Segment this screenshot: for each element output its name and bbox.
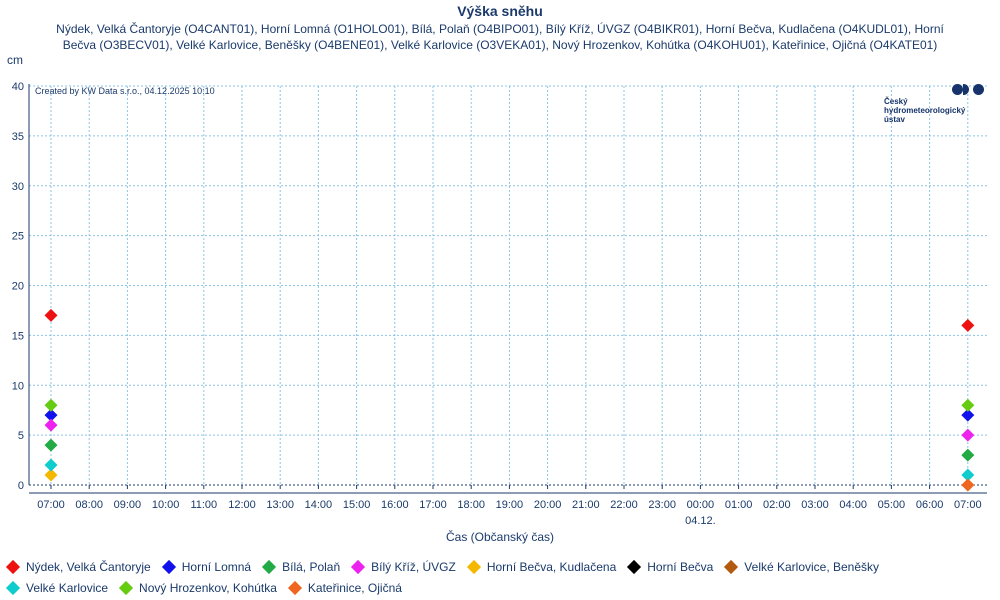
chart-title: Výška sněhu bbox=[457, 3, 543, 19]
created-by-text: Created by KW Data s.r.o., 04.12.2025 10… bbox=[35, 86, 215, 96]
data-point bbox=[44, 468, 58, 482]
y-tick-label: 25 bbox=[12, 231, 24, 243]
legend-marker-icon bbox=[466, 559, 481, 574]
legend-marker-icon bbox=[627, 559, 642, 574]
data-point bbox=[961, 468, 975, 482]
y-tick-label: 0 bbox=[18, 480, 24, 492]
legend-label: Nýdek, Velká Čantoryje bbox=[26, 559, 151, 574]
x-tick-label: 00:00 bbox=[687, 499, 715, 511]
x-tick-label: 04:00 bbox=[839, 499, 867, 511]
y-tick-label: 30 bbox=[12, 181, 24, 193]
grid bbox=[29, 85, 987, 485]
x-tick-label: 18:00 bbox=[457, 499, 485, 511]
x-tick-label: 02:00 bbox=[763, 499, 791, 511]
x-tick-labels: 07:00 08:00 09:00 10:00 11:00 12:00 13:00 14:00… bbox=[37, 499, 981, 527]
x-tick-label: 23:00 bbox=[648, 499, 676, 511]
x-tick-label: 07:00 bbox=[37, 499, 65, 511]
legend-item[interactable]: Velké Karlovice, Beněšky bbox=[724, 556, 879, 577]
data-points bbox=[44, 308, 975, 492]
y-tick-labels: 0 5 10 15 20 25 30 35 40 bbox=[12, 81, 24, 492]
legend-label: Velké Karlovice bbox=[26, 580, 109, 595]
legend-marker-icon bbox=[5, 559, 21, 574]
y-tick-label: 10 bbox=[12, 380, 24, 392]
legend-item[interactable]: Nový Hrozenkov, Kohútka bbox=[118, 577, 277, 598]
legend-item[interactable]: Bílá, Polaň bbox=[262, 556, 340, 577]
x-tick-label: 19:00 bbox=[496, 499, 524, 511]
legend-label: Bílý Kříž, ÚVGZ bbox=[371, 559, 456, 574]
x-tick-label: 10:00 bbox=[152, 499, 180, 511]
legend-item[interactable]: Horní Lomná bbox=[161, 556, 252, 577]
x-tick-label: 12:00 bbox=[228, 499, 256, 511]
chmi-logo: Český hydrometeorologický ústav bbox=[884, 84, 994, 124]
y-tick-label: 20 bbox=[12, 281, 24, 293]
legend-item[interactable]: Horní Bečva bbox=[627, 556, 713, 577]
legend-item[interactable]: Bílý Kříž, ÚVGZ bbox=[351, 556, 456, 577]
x-tick-label: 06:00 bbox=[916, 499, 944, 511]
data-point bbox=[961, 428, 975, 442]
x-tick-label: 11:00 bbox=[190, 499, 217, 511]
y-axis-label: cm bbox=[7, 53, 23, 67]
legend-marker-icon bbox=[724, 559, 739, 574]
legend-marker-icon bbox=[161, 559, 176, 574]
data-point bbox=[961, 318, 975, 332]
legend-label: Bílá, Polaň bbox=[282, 559, 341, 574]
data-point bbox=[961, 408, 975, 422]
legend-label: Nový Hrozenkov, Kohútka bbox=[139, 580, 277, 595]
data-point bbox=[961, 398, 975, 412]
data-point bbox=[961, 478, 975, 492]
legend: Nýdek, Velká Čantoryje Horní Lomná Bílá, P… bbox=[5, 556, 996, 598]
x-tick-label: 15:00 bbox=[343, 499, 371, 511]
legend-label: Horní Lomná bbox=[181, 559, 252, 574]
x-tick-label: 08:00 bbox=[75, 499, 103, 511]
data-point bbox=[44, 418, 58, 432]
axes bbox=[28, 84, 987, 494]
x-tick-label: 05:00 bbox=[878, 499, 906, 511]
data-point bbox=[44, 458, 58, 472]
legend-marker-icon bbox=[262, 559, 277, 574]
y-tick-label: 5 bbox=[18, 430, 24, 442]
x-tick-label: 01:00 bbox=[725, 499, 753, 511]
x-tick-label: 22:00 bbox=[610, 499, 638, 511]
data-point bbox=[961, 448, 975, 462]
data-point bbox=[44, 308, 58, 322]
legend-label: Velké Karlovice, Beněšky bbox=[744, 559, 880, 574]
x-tick-label: 21:00 bbox=[572, 499, 600, 511]
legend-marker-icon bbox=[287, 580, 302, 595]
legend-label: Horní Bečva bbox=[647, 559, 714, 574]
legend-marker-icon bbox=[5, 580, 21, 595]
x-tick-label: 14:00 bbox=[305, 499, 333, 511]
data-point bbox=[44, 438, 58, 452]
y-tick-label: 15 bbox=[12, 330, 24, 342]
x-tick-label: 09:00 bbox=[114, 499, 142, 511]
legend-label: Horní Bečva, Kudlačena bbox=[486, 559, 617, 574]
x-tick-label: 03:00 bbox=[801, 499, 829, 511]
legend-item[interactable]: Velké Karlovice bbox=[5, 577, 109, 598]
chart-subtitle: Nýdek, Velká Čantoryje (O4CANT01), Horní… bbox=[56, 22, 944, 52]
legend-label: Kateřinice, Ojičná bbox=[307, 580, 402, 595]
logo-text: Český hydrometeorologický ústav bbox=[884, 97, 966, 124]
logo-mark-icon bbox=[952, 84, 994, 96]
x-axis-label: Čas (Občanský čas) bbox=[445, 530, 555, 544]
x-tick-label: 07:00 bbox=[954, 499, 982, 511]
x-tick-label: 16:00 bbox=[381, 499, 409, 511]
date-label: 04.12. bbox=[685, 515, 716, 527]
legend-marker-icon bbox=[118, 580, 134, 595]
data-point bbox=[44, 408, 58, 422]
x-tick-label: 17:00 bbox=[419, 499, 447, 511]
y-tick-label: 40 bbox=[12, 81, 24, 93]
data-point bbox=[44, 398, 58, 412]
legend-marker-icon bbox=[351, 559, 366, 574]
y-tick-label: 35 bbox=[12, 131, 24, 143]
legend-item[interactable]: Kateřinice, Ojičná bbox=[287, 577, 402, 598]
legend-item[interactable]: Horní Bečva, Kudlačena bbox=[466, 556, 617, 577]
x-tick-label: 13:00 bbox=[266, 499, 294, 511]
legend-item[interactable]: Nýdek, Velká Čantoryje bbox=[5, 556, 151, 577]
x-tick-label: 20:00 bbox=[534, 499, 562, 511]
